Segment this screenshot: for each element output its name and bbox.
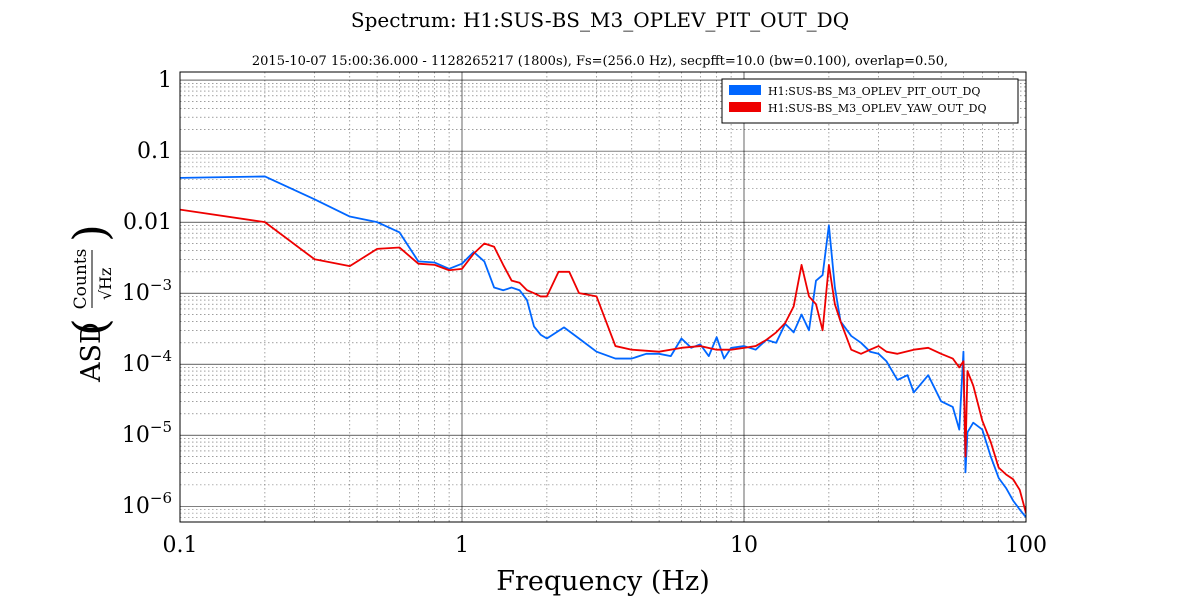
chart-title: Spectrum: H1:SUS-BS_M3_OPLEV_PIT_OUT_DQ [351, 8, 849, 32]
y-axis-label-prefix: ASD [76, 322, 107, 383]
y-tick-label: 10−3 [122, 276, 172, 306]
minor-grid [180, 72, 1026, 523]
legend-swatch-yaw [729, 102, 761, 112]
plot-frame [179, 71, 1027, 523]
legend: H1:SUS-BS_M3_OPLEV_PIT_OUT_DQ H1:SUS-BS_… [721, 78, 1019, 124]
y-tick-label: 10−6 [122, 489, 172, 519]
y-tick-label: 0.1 [137, 139, 172, 164]
x-tick-label: 10 [730, 533, 758, 558]
legend-box [721, 78, 1019, 124]
y-tick-label: 0.01 [123, 210, 172, 235]
major-grid [179, 72, 1027, 522]
chart-subtitle: 2015-10-07 15:00:36.000 - 1128265217 (18… [252, 54, 948, 69]
series-line-pit [180, 175, 1026, 518]
y-tick-label: 10−5 [122, 418, 172, 448]
legend-swatch-pit [729, 85, 761, 95]
y-axis-label-denominator: Hz [96, 268, 115, 290]
x-tick-label: 1 [455, 533, 469, 558]
legend-label-yaw: H1:SUS-BS_M3_OPLEV_YAW_OUT_DQ [768, 102, 987, 115]
series-layer [180, 175, 1026, 518]
x-tick-labels: 0.1 1 10 100 [163, 533, 1048, 558]
y-axis-left-paren: ( [63, 318, 117, 336]
x-tick-label: 0.1 [163, 533, 198, 558]
y-axis-label: ASD ( Counts √ Hz ) [63, 224, 117, 383]
y-axis-right-paren: ) [63, 224, 117, 242]
y-tick-labels: 1 0.1 0.01 10−3 10−4 10−5 10−6 [122, 68, 172, 519]
series-line-yaw [180, 208, 1026, 514]
y-axis-sqrt-symbol: √ [96, 289, 115, 300]
y-tick-label: 10−4 [122, 347, 172, 377]
legend-label-pit: H1:SUS-BS_M3_OPLEV_PIT_OUT_DQ [768, 85, 980, 98]
y-axis-label-numerator: Counts [71, 249, 91, 310]
x-tick-label: 100 [1005, 533, 1047, 558]
y-tick-label: 1 [158, 68, 172, 93]
x-axis-label: Frequency (Hz) [496, 566, 709, 597]
